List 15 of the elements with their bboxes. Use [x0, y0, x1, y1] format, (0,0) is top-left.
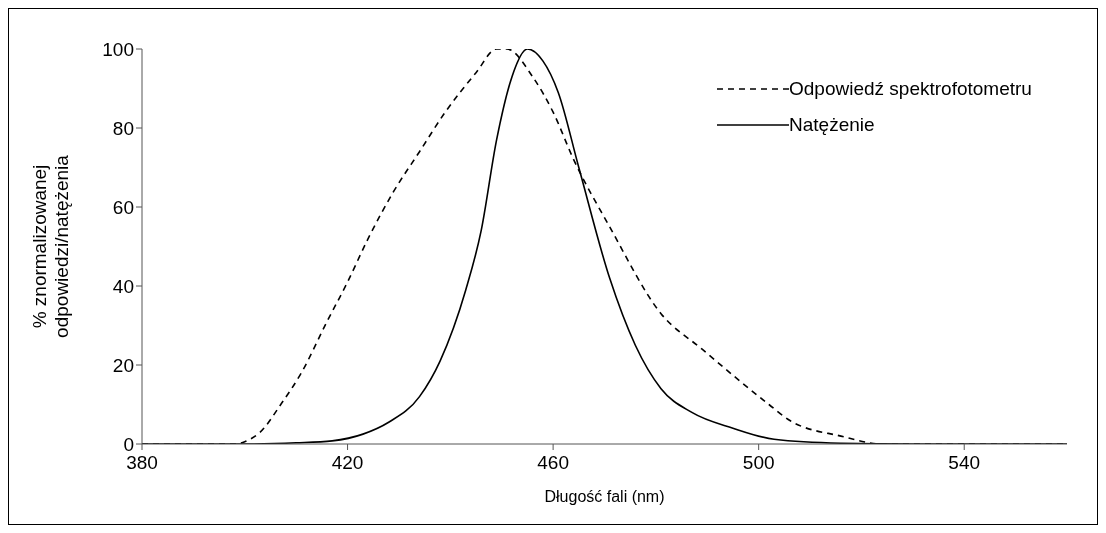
x-tick-label: 420 [331, 452, 364, 474]
legend-label: Natężenie [789, 114, 875, 136]
x-tick-label: 540 [948, 452, 981, 474]
y-tick-label: 20 [112, 354, 134, 376]
y-tick-label: 0 [123, 433, 134, 455]
legend-label: Odpowiedź spektrofotometru [789, 78, 1032, 100]
y-tick-label: 80 [112, 117, 134, 139]
x-tick-label: 380 [126, 452, 158, 474]
x-axis-title: Długość fali (nm) [544, 488, 665, 505]
x-tick-label: 500 [742, 452, 775, 474]
y-axis-title: % znormalizowanej odpowiedzi/natężenia [29, 154, 72, 338]
y-tick-label: 100 [102, 38, 134, 60]
x-tick-label: 460 [537, 452, 569, 474]
y-tick-label: 40 [112, 275, 134, 297]
y-tick-label: 60 [112, 196, 134, 218]
